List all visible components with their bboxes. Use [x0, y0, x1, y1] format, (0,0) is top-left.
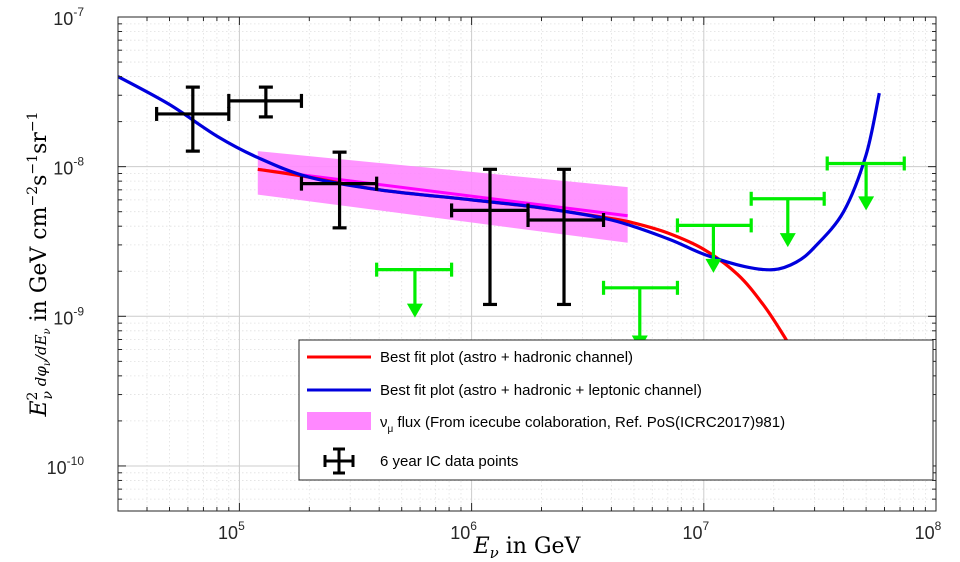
legend: Best fit plot (astro + hadronic channel)… — [299, 340, 933, 480]
y-tick-label: 10-9 — [53, 304, 84, 328]
y-axis-label: E2ν dφν/dEν in GeV cm−2s−1sr−1 — [25, 111, 56, 417]
x-tick-label: 105 — [218, 519, 245, 543]
y-tick-label: 10-8 — [53, 155, 84, 179]
y-tick-label: 10-7 — [53, 5, 84, 29]
x-axis-label: Eν in GeV — [473, 534, 582, 562]
legend-swatch-band — [307, 412, 371, 430]
svg-text:E2ν dφν/dEν in GeV cm−2s−1sr−1: E2ν dφν/dEν in GeV cm−2s−1sr−1 — [25, 111, 56, 417]
y-tick-label: 10-10 — [47, 454, 85, 478]
legend-label-data: 6 year IC data points — [380, 453, 518, 470]
legend-label-hadronic: Best fit plot (astro + hadronic channel) — [380, 349, 633, 366]
x-tick-label: 108 — [915, 519, 942, 543]
x-tick-label: 107 — [682, 519, 709, 543]
legend-label-leptonic: Best fit plot (astro + hadronic + lepton… — [380, 382, 702, 399]
